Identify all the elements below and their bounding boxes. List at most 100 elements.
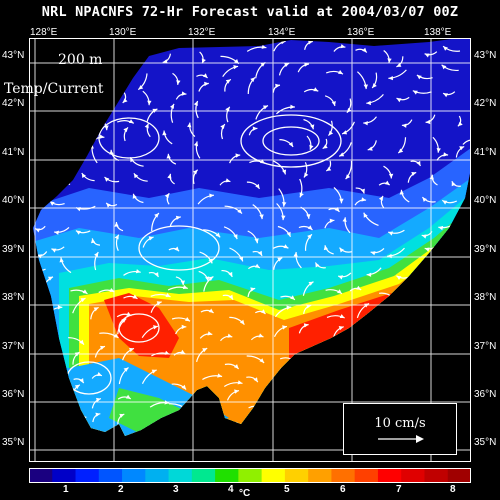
lat-label-right: 41°N bbox=[474, 147, 497, 158]
colorbar-tick-label: 4 bbox=[228, 484, 234, 495]
current-vector-head bbox=[202, 73, 208, 78]
current-vector-head bbox=[443, 46, 448, 51]
current-vector-head bbox=[372, 83, 377, 88]
current-vector-head bbox=[255, 183, 260, 189]
colorbar-swatch bbox=[122, 468, 146, 483]
current-vector-head bbox=[308, 40, 313, 45]
current-vector-head bbox=[122, 98, 128, 103]
current-vector-head bbox=[367, 146, 373, 151]
current-vector-head bbox=[138, 85, 144, 90]
lon-label: 132°E bbox=[188, 27, 216, 38]
current-vector-head bbox=[106, 202, 111, 208]
current-vector bbox=[462, 139, 471, 145]
current-vector-head bbox=[252, 126, 258, 131]
current-vector-head bbox=[193, 169, 198, 175]
current-vector-head bbox=[181, 91, 187, 96]
current-vector-head bbox=[164, 400, 170, 405]
current-vector-head bbox=[148, 236, 154, 241]
current-vector-head bbox=[326, 166, 332, 171]
current-vector-head bbox=[260, 62, 266, 67]
current-vector-head bbox=[398, 148, 404, 154]
current-vector-head bbox=[49, 201, 55, 206]
current-vector-head bbox=[303, 323, 309, 328]
current-vector-head bbox=[399, 189, 404, 195]
current-vector-head bbox=[387, 253, 392, 259]
current-vector-head bbox=[144, 123, 149, 129]
current-vector-head bbox=[388, 173, 394, 179]
current-vector-head bbox=[260, 309, 266, 314]
current-vector-head bbox=[396, 98, 402, 103]
current-vector-head bbox=[35, 228, 41, 233]
current-vector-head bbox=[233, 65, 239, 70]
current-vector-head bbox=[459, 146, 465, 151]
current-vector-head bbox=[257, 250, 263, 256]
current-vector-head bbox=[113, 333, 119, 338]
colorbar-tick-label: 3 bbox=[173, 484, 179, 495]
lat-label-left: 35°N bbox=[2, 437, 25, 448]
current-vector-head bbox=[411, 172, 417, 176]
lat-label-right: 40°N bbox=[474, 195, 497, 206]
current-vector-head bbox=[339, 247, 344, 253]
current-vector-head bbox=[227, 333, 233, 338]
current-vector-head bbox=[338, 326, 344, 331]
current-vector-head bbox=[329, 218, 335, 223]
current-vector-head bbox=[378, 195, 383, 201]
current-vector-head bbox=[228, 294, 233, 300]
current-vector-head bbox=[342, 217, 347, 222]
current-vector-head bbox=[193, 141, 199, 147]
colorbar bbox=[29, 468, 471, 483]
current-vector-head bbox=[425, 119, 431, 125]
current-vector-head bbox=[237, 380, 243, 385]
current-vector-head bbox=[205, 276, 210, 282]
current-vector-head bbox=[162, 130, 167, 136]
current-vector-head bbox=[388, 76, 393, 81]
current-vector-head bbox=[416, 75, 422, 80]
current-vector-head bbox=[182, 284, 188, 290]
current-vector-head bbox=[81, 173, 86, 178]
current-vector-head bbox=[104, 177, 110, 182]
current-vector-head bbox=[170, 103, 174, 109]
current-vector-head bbox=[307, 234, 312, 239]
current-vector-head bbox=[153, 325, 158, 330]
colorbar-swatch bbox=[238, 468, 263, 483]
current-vector-head bbox=[442, 200, 448, 205]
current-vector-head bbox=[228, 271, 233, 277]
current-vector-head bbox=[364, 303, 370, 308]
lat-label-left: 42°N bbox=[2, 98, 25, 109]
lat-label-left: 43°N bbox=[2, 50, 25, 61]
current-vector-head bbox=[152, 108, 158, 113]
current-vector-head bbox=[422, 197, 427, 202]
current-vector-head bbox=[180, 280, 185, 286]
current-vector-head bbox=[384, 180, 390, 185]
current-vector-head bbox=[457, 121, 463, 127]
current-vector-head bbox=[180, 349, 186, 354]
current-vector-head bbox=[93, 307, 99, 312]
colorbar-swatch bbox=[145, 468, 170, 483]
current-vector-head bbox=[284, 63, 290, 68]
current-vector-head bbox=[342, 130, 348, 135]
colorbar-tick-label: 7 bbox=[396, 484, 402, 495]
current-vector-head bbox=[239, 319, 245, 325]
current-vector-head bbox=[290, 104, 295, 109]
reference-arrow-icon bbox=[378, 435, 424, 443]
current-vector-head bbox=[175, 215, 181, 220]
current-vector-head bbox=[304, 62, 309, 67]
lon-label: 128°E bbox=[30, 27, 58, 38]
current-vector-head bbox=[356, 285, 362, 290]
current-vector-head bbox=[74, 352, 80, 357]
current-vector-head bbox=[346, 107, 352, 113]
current-vector-head bbox=[167, 173, 172, 179]
current-vector-head bbox=[133, 173, 139, 179]
reference-vector-label: 10 cm/s bbox=[374, 416, 426, 431]
current-vector-head bbox=[154, 213, 159, 218]
current-vector-head bbox=[185, 317, 190, 322]
lat-label-left: 40°N bbox=[2, 195, 25, 206]
current-vector-head bbox=[259, 358, 265, 363]
current-vector-head bbox=[123, 127, 128, 133]
current-vector-head bbox=[331, 101, 336, 106]
lat-label-right: 42°N bbox=[474, 98, 497, 109]
current-vector-head bbox=[322, 144, 328, 149]
current-vector-head bbox=[288, 141, 294, 147]
current-vector-head bbox=[412, 90, 418, 95]
current-vector-head bbox=[233, 364, 239, 369]
